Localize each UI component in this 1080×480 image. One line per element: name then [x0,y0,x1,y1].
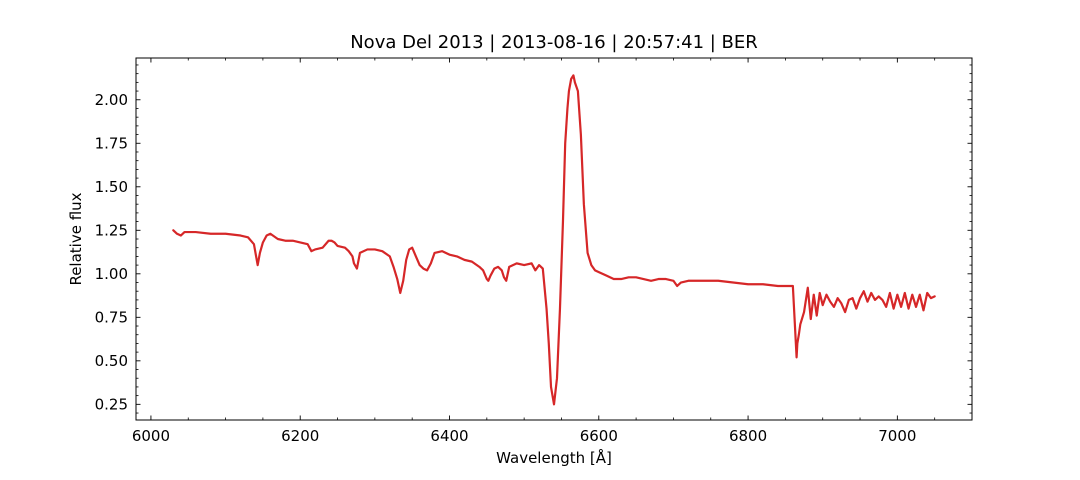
chart-title: Nova Del 2013 | 2013-08-16 | 20:57:41 | … [350,32,758,53]
y-tick-label: 1.00 [95,265,128,283]
x-tick-label: 7000 [878,427,916,445]
x-tick-label: 6400 [430,427,468,445]
y-tick-label: 0.50 [95,352,128,370]
plot-frame [135,57,973,421]
y-tick-label: 1.50 [95,178,128,196]
x-tick-label: 6800 [729,427,767,445]
y-tick-label: 1.75 [95,134,128,152]
x-tick-label: 6200 [281,427,319,445]
spectrum-line [172,74,936,406]
y-axis-label: Relative flux [67,192,85,285]
x-tick-label: 6600 [580,427,618,445]
tick-layer: 6000 6200 6400 6600 6800 7000 0.25 0.50 0.75 1.00… [95,58,973,445]
series-layer [172,74,936,406]
y-tick-label: 1.25 [95,221,128,239]
x-axis-label: Wavelength [Å] [496,448,612,467]
y-tick-label: 2.00 [95,91,128,109]
y-tick-label: 0.75 [95,308,128,326]
y-tick-label: 0.25 [95,395,128,413]
x-tick-label: 6000 [132,427,170,445]
